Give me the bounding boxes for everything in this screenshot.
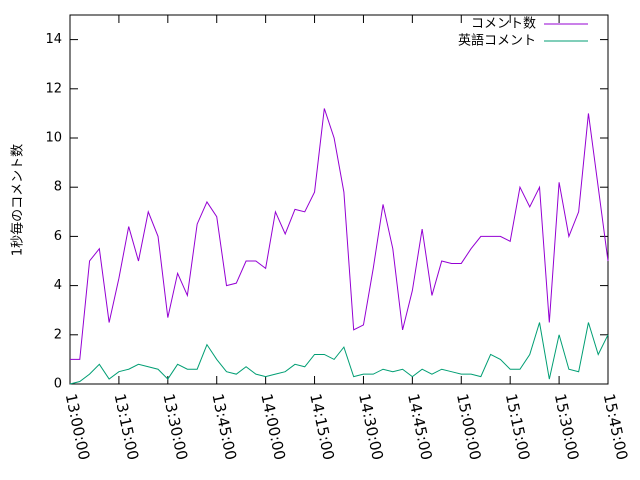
- y-tick-label: 6: [54, 229, 62, 244]
- y-tick-label: 0: [54, 377, 62, 392]
- y-tick-label: 2: [54, 327, 62, 342]
- y-tick-label: 10: [45, 131, 62, 146]
- plot-frame: [69, 14, 609, 385]
- legend-label: コメント数: [471, 17, 536, 32]
- data-line: [69, 322, 609, 385]
- y-tick-label: 8: [54, 180, 62, 195]
- legend-label: 英語コメント: [458, 33, 536, 49]
- data-line: [70, 108, 609, 360]
- y-tick-label: 14: [45, 32, 62, 47]
- y-tick-label: 4: [54, 278, 62, 293]
- y-tick-label: 12: [45, 81, 62, 96]
- y-axis-label: 1秒毎のコメント数: [10, 144, 26, 256]
